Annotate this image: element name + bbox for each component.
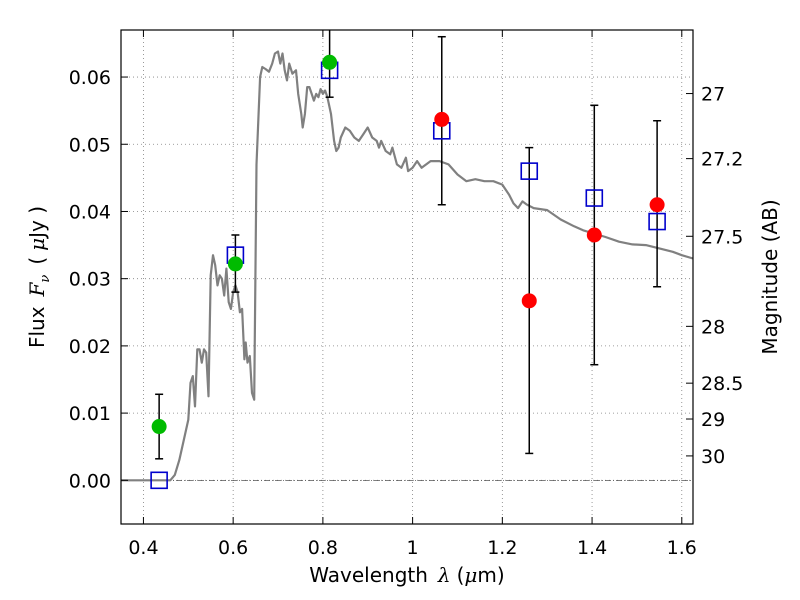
y2-tick-label: 30: [701, 446, 725, 468]
y2-tick-label: 27.5: [701, 226, 743, 248]
y-axis-title-unit-open: (: [25, 257, 49, 265]
x-axis-title-unit-open: (: [457, 563, 465, 587]
red-circle-marker: [521, 293, 537, 309]
x-axis-title-unit-rest: m): [477, 563, 504, 587]
y-axis-title-subscript: ν: [38, 275, 53, 283]
x-axis-title-prefix: Wavelength: [309, 563, 428, 587]
y2-tick-label: 27.2: [701, 149, 743, 171]
x-tick-label: 1.2: [487, 537, 517, 559]
y-tick-label: 0.04: [69, 201, 111, 223]
x-axis-title: Wavelength λ (μm): [309, 563, 504, 587]
y2-tick-label: 28: [701, 316, 725, 338]
x-axis-title-unit-mu: μ: [464, 563, 477, 587]
y-axis-title-unit-rest: Jy ): [25, 206, 49, 240]
y-axis-title-unit-mu: μ: [25, 238, 49, 251]
green-circle-marker: [227, 256, 243, 272]
x-tick-label: 0.8: [308, 537, 338, 559]
x-tick-label: 0.6: [218, 537, 248, 559]
x-axis-title-symbol: λ: [437, 563, 451, 587]
y2-tick-label: 28.5: [701, 373, 743, 395]
y-tick-label: 0.06: [69, 67, 111, 89]
green-circle-marker: [151, 419, 167, 435]
y-axis-title-symbol: F: [25, 281, 49, 297]
red-circle-marker: [434, 111, 450, 127]
green-circle-marker: [322, 54, 338, 70]
model-square-marker: [585, 189, 604, 207]
observed-photometry-markers: [151, 54, 665, 435]
y-tick-label: 0.00: [69, 470, 111, 492]
y2-tick-label: 27: [701, 84, 725, 106]
x-tick-label: 1.4: [577, 537, 607, 559]
y2-axis-ticks: 27 27.2 27.5 28 28.5 29 30: [686, 84, 743, 468]
y-tick-label: 0.05: [69, 134, 111, 156]
x-axis-ticks: 0.4 0.6 0.8 1 1.2 1.4 1.6: [128, 30, 697, 559]
y-tick-label: 0.01: [69, 403, 111, 425]
x-tick-label: 1.6: [667, 537, 697, 559]
x-tick-label: 0.4: [128, 537, 158, 559]
model-spectrum-line: [121, 50, 694, 482]
red-circle-marker: [586, 227, 602, 243]
model-square-marker: [648, 212, 666, 231]
model-square-marker: [150, 471, 168, 490]
plot-frame: [120, 29, 694, 525]
y2-axis-title: Magnitude (AB): [758, 199, 782, 354]
y2-tick-label: 29: [701, 409, 725, 431]
model-spectrum: [121, 50, 694, 482]
model-square-marker: [520, 162, 539, 180]
y-axis-ticks: 0.00 0.01 0.02 0.03 0.04 0.05 0.06: [69, 67, 128, 492]
y-tick-label: 0.02: [69, 336, 111, 358]
y-tick-label: 0.03: [69, 269, 111, 291]
y-axis-title-prefix: Flux: [25, 306, 49, 348]
y-axis-title: Flux Fν ( μJy ): [25, 206, 53, 348]
red-circle-marker: [649, 197, 665, 213]
x-tick-label: 1: [407, 537, 419, 559]
